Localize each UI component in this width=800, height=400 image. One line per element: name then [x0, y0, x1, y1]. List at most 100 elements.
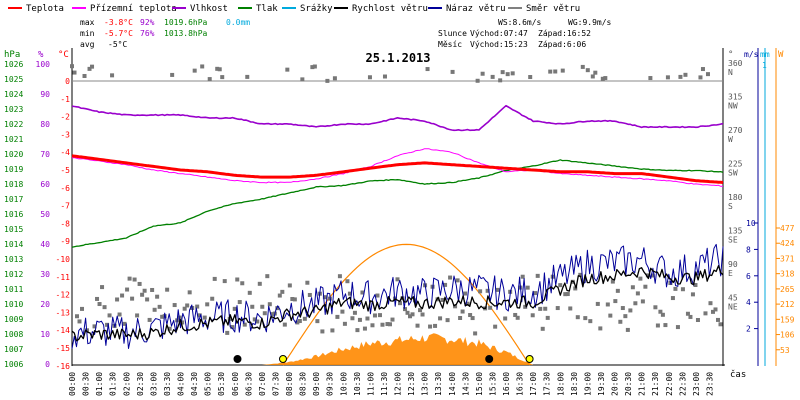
wind-direction-point — [72, 70, 77, 75]
direction-tick-degree: 90 — [728, 260, 738, 269]
wind-direction-point — [280, 289, 285, 294]
hpa-tick-label: 1015 — [4, 225, 23, 234]
hpa-tick-label: 1019 — [4, 165, 23, 174]
celsius-tick-label: 0 — [65, 77, 70, 86]
stat-sun-rise: Východ:07:47 — [470, 29, 528, 38]
wind-direction-point — [95, 296, 100, 301]
celsius-tick-label: -14 — [56, 326, 71, 335]
wind-direction-point — [478, 289, 483, 294]
wind-direction-point — [673, 286, 678, 291]
time-tick-label: 05:00 — [204, 372, 213, 396]
wind-direction-point — [683, 72, 688, 77]
wind-direction-point — [553, 69, 558, 74]
wind-direction-point — [322, 295, 327, 300]
time-tick-label: 17:00 — [529, 372, 538, 396]
solar-tick-label: 53 — [780, 346, 790, 355]
wind-direction-point — [615, 288, 620, 293]
wind-direction-point — [225, 330, 230, 335]
solar-tick-label: 212 — [780, 300, 795, 309]
hpa-tick-label: 1018 — [4, 180, 23, 189]
wind-direction-point — [292, 297, 297, 302]
stat-sun-label: Slunce — [438, 29, 467, 38]
wind-direction-point — [300, 77, 305, 82]
wind-direction-point — [325, 78, 330, 83]
axis-unit-hpa: hPa — [4, 50, 20, 60]
stat-max-label: max — [80, 18, 95, 27]
wind-direction-point — [157, 304, 162, 309]
time-tick-label: 18:30 — [570, 372, 579, 396]
wind-direction-point — [137, 281, 142, 286]
wind-direction-point — [332, 76, 337, 81]
axis-unit-direction: ° — [728, 50, 733, 60]
wind-direction-point — [105, 322, 110, 327]
wind-direction-point — [443, 282, 448, 287]
wind-direction-point — [563, 292, 568, 297]
stat-max-temp: -3.8°C — [104, 18, 133, 27]
wind-direction-point — [257, 281, 262, 286]
legend-label-pressure: Tlak — [256, 4, 278, 14]
time-tick-label: 17:30 — [543, 372, 552, 396]
solar-tick-label: 318 — [780, 270, 795, 279]
percent-tick-label: 80 — [40, 120, 50, 129]
wind-direction-point — [410, 312, 415, 317]
hpa-tick-label: 1014 — [4, 240, 23, 249]
wind-direction-point — [320, 329, 325, 334]
wind-direction-point — [365, 316, 370, 321]
hpa-tick-label: 1026 — [4, 60, 23, 69]
wind-direction-point — [678, 74, 683, 79]
celsius-tick-label: -7 — [60, 202, 70, 211]
wind-direction-point — [335, 314, 340, 319]
wind-direction-point — [357, 317, 362, 322]
wind-direction-point — [605, 302, 610, 307]
wind-direction-point — [595, 301, 600, 306]
stats-block: max -3.8°C 92% 1019.6hPa 0.0mm min -5.7°… — [80, 18, 612, 49]
direction-tick-compass: W — [728, 135, 733, 144]
wind-direction-point — [448, 275, 453, 280]
wind-direction-point — [613, 299, 618, 304]
wind-direction-point — [643, 284, 648, 289]
wind-direction-point — [210, 296, 215, 301]
wind-direction-point — [575, 315, 580, 320]
wind-direction-point — [590, 74, 595, 79]
wind-direction-point — [583, 316, 588, 321]
percent-tick-label: 0 — [45, 360, 50, 369]
hpa-tick-label: 1011 — [4, 285, 23, 294]
wind-direction-point — [282, 322, 287, 327]
time-tick-label: 14:00 — [448, 372, 457, 396]
direction-tick-degree: 270 — [728, 126, 743, 135]
stat-moon-rise: Východ:15:23 — [470, 40, 528, 49]
wind-direction-point — [342, 321, 347, 326]
wind-direction-point — [628, 308, 633, 313]
wind-direction-point — [650, 273, 655, 278]
wind-direction-point — [120, 293, 125, 298]
wind-direction-point — [165, 287, 170, 292]
time-tick-label: 01:30 — [109, 372, 118, 396]
wind-direction-point — [245, 74, 250, 79]
percent-tick-label: 20 — [40, 300, 50, 309]
wind-speed-line — [71, 265, 724, 342]
wind-direction-point — [192, 68, 197, 73]
time-tick-label: 02:30 — [136, 372, 145, 396]
wind-direction-point — [470, 316, 475, 321]
time-tick-label: 13:30 — [434, 372, 443, 396]
wind-direction-point — [503, 316, 508, 321]
wind-speed-tick-label: 6 — [746, 272, 751, 281]
wind-gust-line — [71, 243, 724, 349]
wind-direction-point — [418, 308, 423, 313]
wind-direction-point — [205, 302, 210, 307]
wind-direction-point — [500, 70, 505, 75]
hpa-tick-label: 1013 — [4, 255, 23, 264]
wind-direction-point — [350, 316, 355, 321]
stat-min-press: 1013.8hPa — [164, 29, 208, 38]
wind-direction-point — [505, 72, 510, 77]
celsius-tick-label: -2 — [60, 113, 70, 122]
wind-direction-point — [635, 291, 640, 296]
wind-direction-point — [380, 322, 385, 327]
wind-speed-tick-label: 2 — [746, 325, 751, 334]
solar-tick-label: 371 — [780, 254, 795, 263]
time-tick-label: 21:00 — [638, 372, 647, 396]
time-tick-label: 23:30 — [705, 372, 714, 396]
wind-direction-point — [370, 323, 375, 328]
wind-direction-point — [658, 309, 663, 314]
wind-direction-point — [465, 301, 470, 306]
